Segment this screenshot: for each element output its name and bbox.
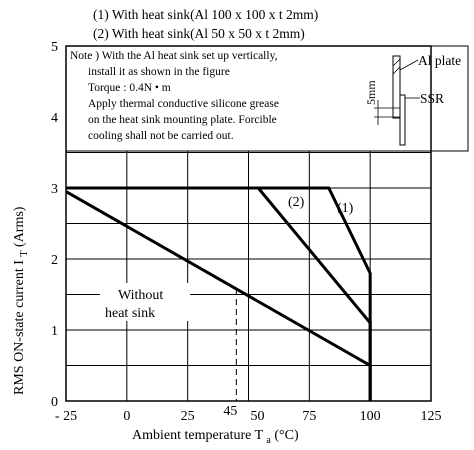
- legend-line-2: (2) With heat sink(Al 50 x 50 x t 2mm): [93, 26, 305, 41]
- y-tick-label: 0: [51, 395, 58, 410]
- note-line-5: on the heat sink mounting plate. Forcibl…: [88, 114, 277, 126]
- x-tick-label: 100: [360, 409, 381, 424]
- x-tick-label: 75: [302, 409, 316, 424]
- note-line-1: Note ) With the Al heat sink set up vert…: [70, 50, 278, 62]
- series-2-label: (2): [288, 195, 305, 210]
- x-tick-labels: - 25 0 25 45 50 75 100 125: [55, 404, 442, 424]
- y-axis-title: RMS ON-state current I T (Arms): [12, 206, 30, 395]
- note-line-2: install it as shown in the figure: [88, 66, 230, 78]
- al-plate-label: Al plate: [418, 53, 461, 68]
- x-tick-label: 125: [421, 409, 442, 424]
- note-line-3: Torque : 0.4N • m: [88, 82, 171, 94]
- dim-label: 5mm: [364, 80, 378, 105]
- axis-title-main: RMS ON-state current I: [12, 257, 27, 395]
- al-plate-hatch: [392, 58, 401, 67]
- y-tick-label: 2: [51, 253, 58, 268]
- legend-line-1: (1) With heat sink(Al 100 x 100 x t 2mm): [93, 7, 318, 22]
- without-label-line-2: heat sink: [105, 306, 155, 321]
- axis-title-subscript: a: [266, 435, 271, 446]
- y-tick-label: 1: [51, 324, 58, 339]
- note-line-4: Apply thermal conductive silicone grease: [88, 98, 279, 110]
- al-plate-hatch-2: [392, 66, 401, 75]
- x-axis-title: Ambient temperature T a (°C): [132, 428, 299, 446]
- axis-title-subscript: T: [19, 250, 30, 256]
- series-1-label: (1): [337, 201, 354, 216]
- x-tick-label: 50: [251, 409, 265, 424]
- x-tick-label: - 25: [55, 409, 77, 424]
- x-tick-label: 0: [123, 409, 130, 424]
- axis-title-tail: (Arms): [12, 206, 27, 250]
- note-line-6: cooling shall not be carried out.: [88, 130, 234, 142]
- x-tick-label: 25: [181, 409, 195, 424]
- y-tick-label: 3: [51, 182, 58, 197]
- y-tick-labels: 0 1 2 3 4 5: [51, 40, 58, 410]
- al-plate-leader: [399, 59, 419, 71]
- without-label-bg: [100, 283, 190, 321]
- series-layer: [65, 186, 372, 401]
- axis-title-main: Ambient temperature T: [132, 428, 266, 443]
- without-label-line-1: Without: [118, 288, 163, 303]
- ssr-shape: [399, 94, 406, 146]
- axis-title-tail: (°C): [271, 428, 299, 443]
- plot-frame: [65, 45, 432, 402]
- al-plate-shape: [392, 55, 401, 119]
- mounting-diagram: Al plate SSR 5mm: [364, 53, 461, 146]
- series-line-3: [65, 190, 372, 401]
- y-tick-label: 4: [51, 111, 58, 126]
- y-tick-label: 5: [51, 40, 58, 55]
- series-line-2: [66, 186, 372, 401]
- x-tick-label: 45: [223, 404, 237, 419]
- ssr-label: SSR: [420, 91, 444, 106]
- note-box: Note ) With the Al heat sink set up vert…: [65, 45, 469, 152]
